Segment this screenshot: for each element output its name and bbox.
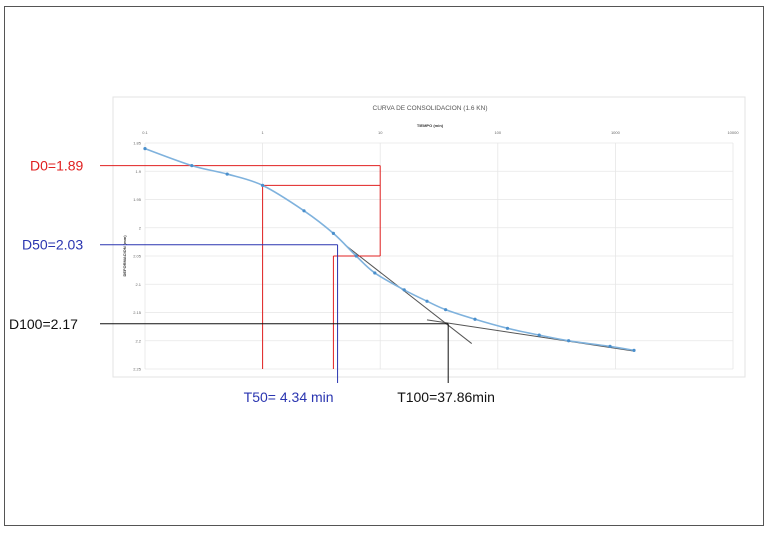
- data-point: [302, 209, 306, 213]
- chart-area: [112, 96, 746, 378]
- data-point: [608, 344, 612, 348]
- y-tick-label: 1.95: [133, 197, 142, 202]
- x-tick-label: 100: [494, 130, 501, 135]
- y-tick-label: 2.25: [133, 367, 142, 372]
- x-tick-label: 0.1: [142, 130, 148, 135]
- data-point: [632, 348, 636, 352]
- data-point: [225, 172, 229, 176]
- d50-label: D50=2.03: [22, 237, 83, 253]
- data-point: [331, 231, 336, 235]
- data-point: [261, 183, 265, 187]
- data-point: [425, 299, 429, 303]
- screenshot-frame: [4, 6, 764, 526]
- y-tick-label: 2.05: [133, 254, 142, 259]
- data-point: [473, 317, 477, 321]
- t50-label: T50= 4.34 min: [244, 389, 334, 405]
- t100-label: T100=37.86min: [397, 389, 495, 405]
- d100-label: D100=2.17: [9, 316, 78, 332]
- y-axis-label: DEFORMACION (mm): [122, 235, 127, 277]
- y-tick-label: 1.85: [133, 141, 142, 146]
- x-axis-label: TIEMPO (min): [417, 123, 444, 128]
- data-point: [567, 339, 571, 343]
- x-tick-label: 10000: [727, 130, 739, 135]
- series-layer: [143, 147, 636, 352]
- x-tick-label: 10: [378, 130, 383, 135]
- y-tick-label: 2.1: [135, 282, 141, 287]
- chart-title: CURVA DE CONSOLIDACION (1.6 KN): [373, 105, 488, 112]
- data-point: [354, 254, 358, 258]
- data-point: [444, 308, 448, 312]
- construction-lines: [100, 165, 633, 383]
- y-tick-label: 2: [139, 225, 142, 230]
- x-tick-label: 1: [261, 130, 264, 135]
- data-point: [373, 271, 377, 275]
- data-point: [143, 147, 147, 151]
- data-point: [537, 333, 541, 337]
- data-point: [190, 164, 194, 168]
- d0-label: D0=1.89: [30, 158, 84, 174]
- y-tick-label: 2.2: [135, 338, 141, 343]
- tick-labels: 1.85 1.9 1.95 2 2.05 2.1 2.15 2.2 2.25 0.1 1 10 100 1…: [133, 130, 739, 372]
- data-point: [402, 288, 406, 292]
- annotation-labels: D0=1.89 D50=2.03 D100=2.17 T50= 4.34 min T10…: [9, 158, 495, 405]
- x-tick-label: 1000: [611, 130, 621, 135]
- secondary-tangent-line: [426, 319, 633, 352]
- primary-tangent-line: [344, 244, 473, 344]
- y-tick-label: 1.9: [135, 169, 141, 174]
- data-point: [505, 326, 510, 330]
- y-tick-label: 2.15: [133, 310, 142, 315]
